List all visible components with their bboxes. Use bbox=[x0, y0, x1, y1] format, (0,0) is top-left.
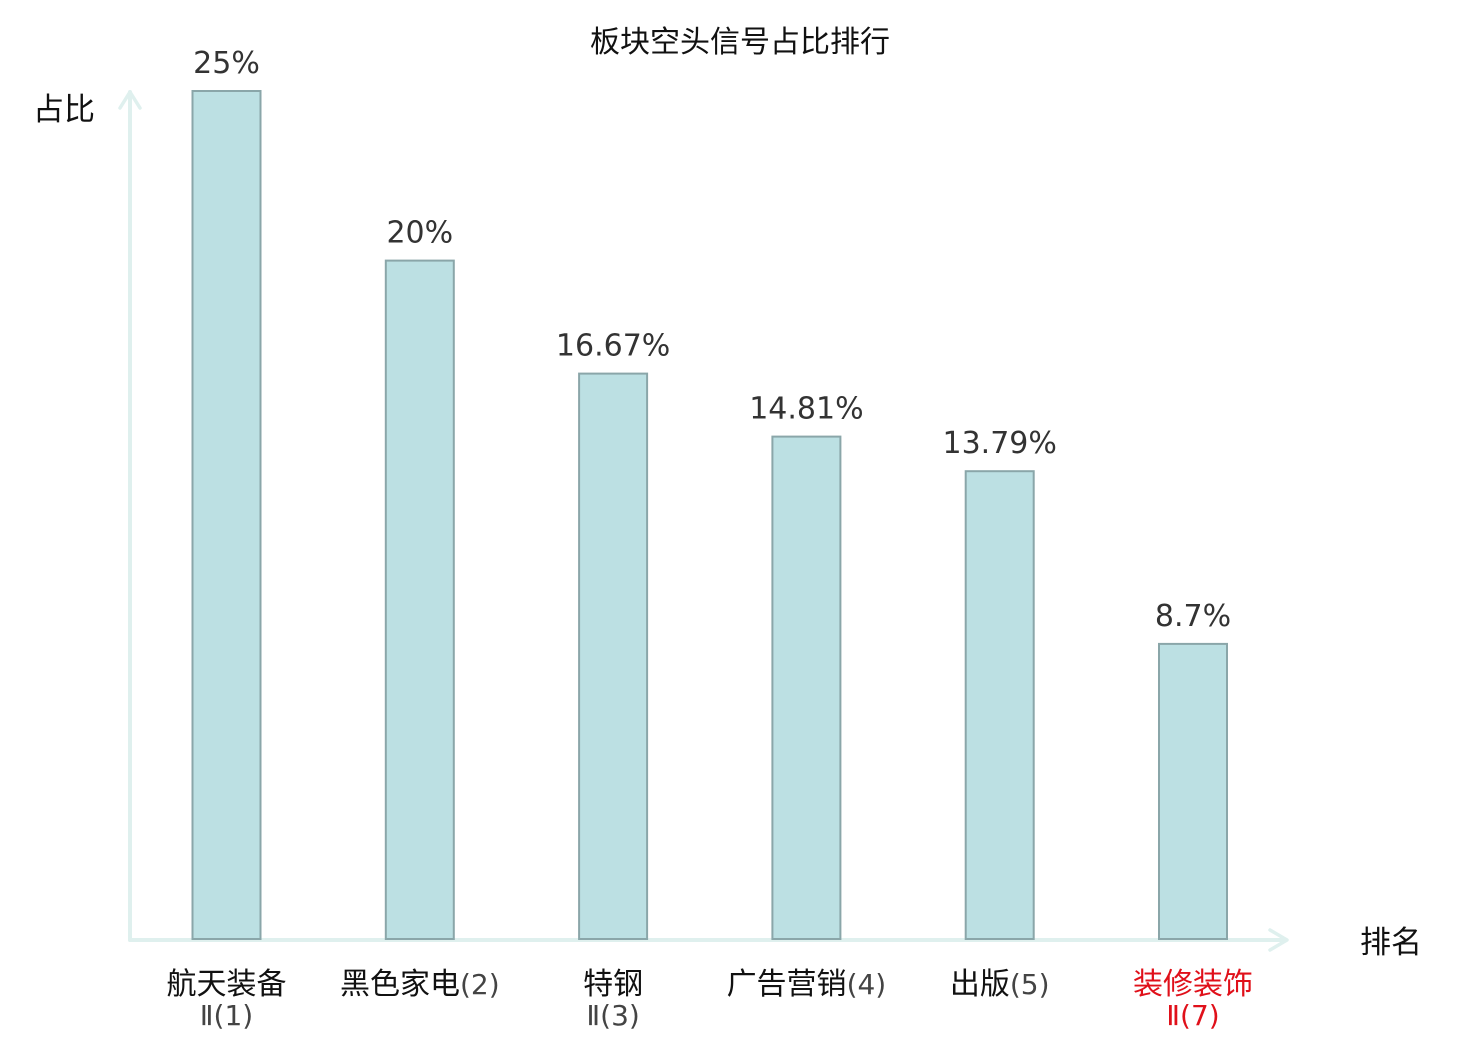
value-label-4: 14.81% bbox=[749, 392, 863, 427]
bar-1 bbox=[191, 90, 262, 940]
category-name-5: 出版 bbox=[950, 967, 1010, 1002]
x-axis-arrow-icon bbox=[1268, 928, 1289, 952]
value-label-1: 25% bbox=[193, 46, 260, 81]
y-axis-arrow-icon bbox=[118, 90, 142, 110]
bar-5 bbox=[964, 470, 1035, 940]
category-rank-2: (2) bbox=[460, 968, 500, 1001]
value-label-5: 13.79% bbox=[943, 426, 1057, 461]
category-rank-6: Ⅱ(7) bbox=[1166, 999, 1219, 1032]
bar-3 bbox=[578, 372, 649, 941]
category-rank-1: Ⅱ(1) bbox=[200, 999, 253, 1032]
axes bbox=[118, 90, 1289, 952]
chart-title: 板块空头信号占比排行 bbox=[590, 25, 890, 60]
category-label-3: 特钢 bbox=[583, 967, 643, 1002]
category-label-6: 装修装饰 bbox=[1133, 967, 1253, 1002]
value-label-2: 20% bbox=[386, 216, 453, 251]
category-label-5: 出版(5) bbox=[950, 967, 1050, 1002]
category-name-6: 装修装饰 bbox=[1133, 967, 1253, 1002]
category-label-4: 广告营销(4) bbox=[727, 967, 887, 1002]
value-label-3: 16.67% bbox=[556, 329, 670, 364]
category-name-1: 航天装备 bbox=[167, 967, 287, 1002]
x-axis-label: 排名 bbox=[1360, 925, 1422, 961]
bars-group bbox=[191, 90, 1228, 941]
value-label-6: 8.7% bbox=[1155, 599, 1231, 634]
bar-2 bbox=[384, 259, 455, 941]
y-axis-label: 占比 bbox=[33, 92, 95, 128]
bar-6 bbox=[1158, 642, 1228, 941]
category-rank-5: (5) bbox=[1010, 968, 1050, 1001]
category-rank-3: Ⅱ(3) bbox=[586, 999, 639, 1032]
category-name-4: 广告营销 bbox=[727, 967, 847, 1002]
category-name-2: 黑色家电 bbox=[340, 967, 460, 1002]
bar-4 bbox=[771, 435, 842, 940]
category-name-3: 特钢 bbox=[583, 967, 643, 1002]
value-labels-group: 25% 20% 16.67% 14.81% 13.79% 8.7% bbox=[193, 46, 1231, 634]
category-rank-4: (4) bbox=[847, 968, 887, 1001]
category-label-1: 航天装备 bbox=[167, 967, 287, 1002]
category-label-2: 黑色家电(2) bbox=[340, 967, 500, 1002]
